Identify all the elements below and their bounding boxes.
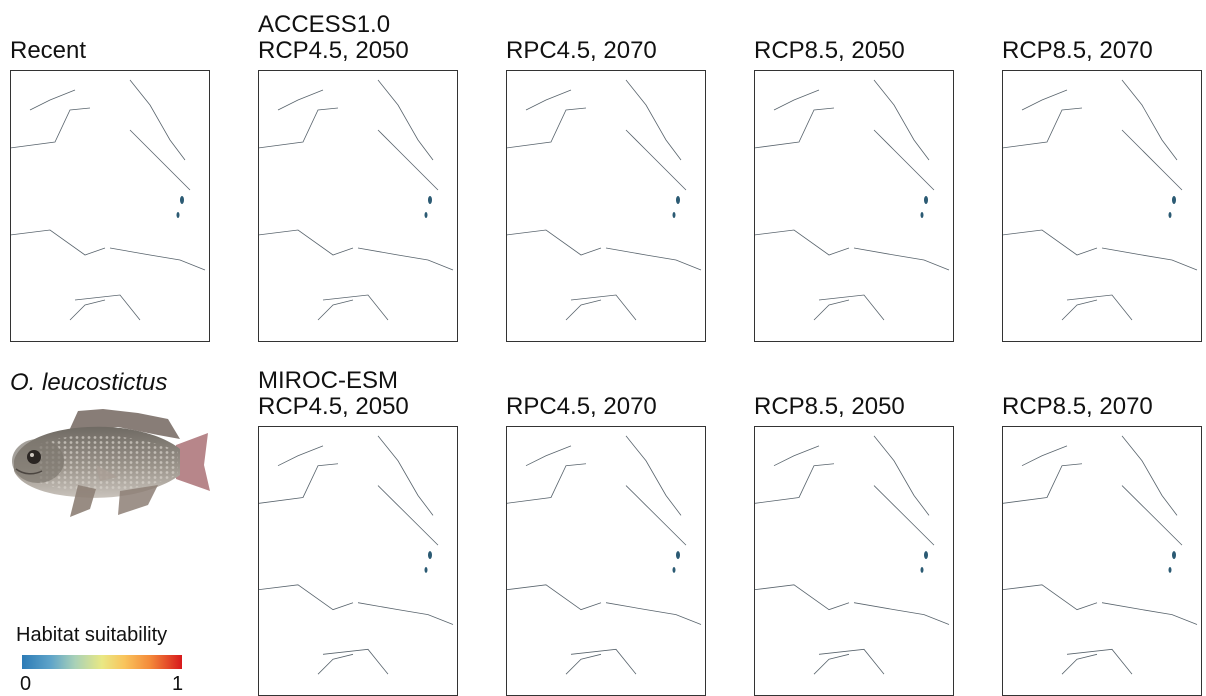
label-row1-panel4: RCP8.5, 2070 (1002, 37, 1153, 64)
label-row2-panel4: RCP8.5, 2070 (1002, 393, 1153, 420)
legend-min-label: 0 (20, 673, 32, 695)
legend-colorbar (22, 655, 182, 669)
label-row2-panel1: RCP4.5, 2050 (258, 393, 409, 420)
map-miroc-rcp45-2070 (506, 426, 706, 696)
label-recent: Recent (10, 37, 87, 64)
map-recent (10, 70, 210, 342)
label-row2-panel2: RPC4.5, 2070 (506, 393, 657, 420)
label-row1-panel3: RCP8.5, 2050 (754, 37, 905, 64)
map-access-rcp85-2050 (754, 70, 954, 342)
label-row1-panel1: RCP4.5, 2050 (258, 37, 409, 64)
fish-image (8, 405, 214, 525)
map-access-rcp85-2070 (1002, 70, 1202, 342)
map-miroc-rcp85-2070 (1002, 426, 1202, 696)
legend-title: Habitat suitability (16, 624, 168, 646)
label-species: O. leucostictus (10, 369, 168, 396)
legend-max-label: 1 (172, 673, 184, 695)
map-access-rcp45-2070 (506, 70, 706, 342)
label-row1-panel2: RPC4.5, 2070 (506, 37, 657, 64)
map-miroc-rcp85-2050 (754, 426, 954, 696)
label-model-miroc: MIROC-ESM (258, 367, 398, 394)
map-access-rcp45-2050 (258, 70, 458, 342)
map-miroc-rcp45-2050 (258, 426, 458, 696)
label-row2-panel3: RCP8.5, 2050 (754, 393, 905, 420)
label-model-access: ACCESS1.0 (258, 11, 391, 38)
